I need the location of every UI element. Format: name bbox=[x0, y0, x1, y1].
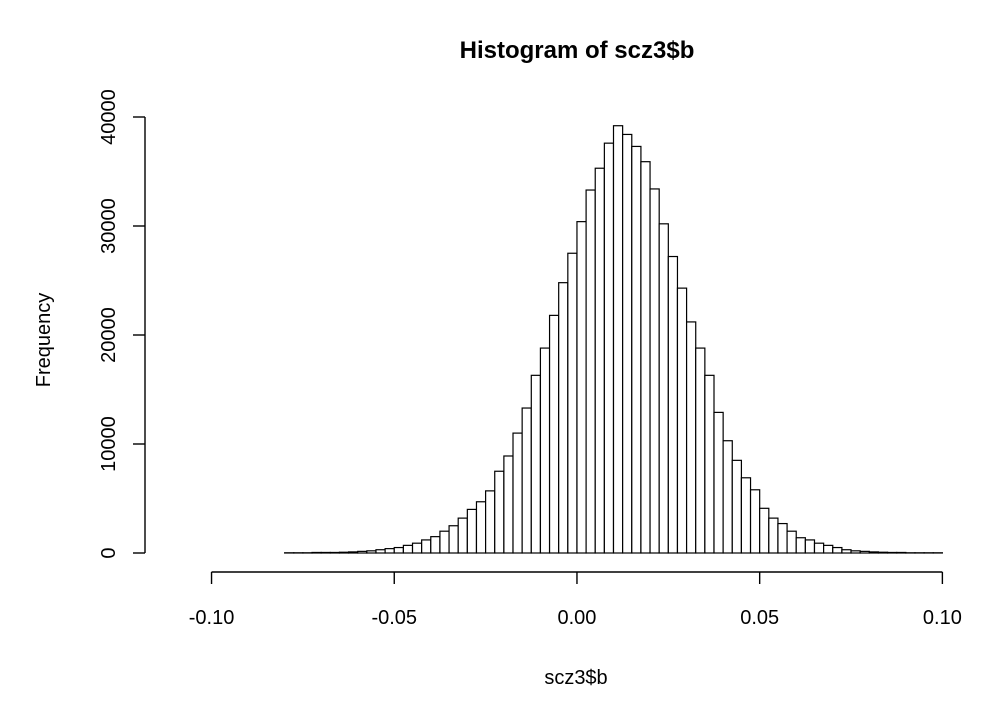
y-tick-label: 30000 bbox=[98, 198, 120, 254]
histogram-bar bbox=[338, 551, 350, 554]
y-tick-label: 10000 bbox=[98, 416, 120, 472]
x-axis-label: scz3$b bbox=[544, 667, 607, 689]
histogram-bar bbox=[311, 551, 322, 554]
histogram-bar bbox=[795, 537, 806, 554]
histogram-bar bbox=[457, 517, 468, 554]
histogram-bar bbox=[402, 544, 414, 554]
histogram-bar bbox=[320, 551, 331, 554]
histogram-bar bbox=[859, 550, 870, 554]
x-tick-label: -0.05 bbox=[371, 607, 417, 629]
histogram-bar bbox=[421, 539, 432, 554]
histogram-bar bbox=[759, 507, 770, 554]
histogram-bar bbox=[877, 551, 889, 554]
x-axis: -0.10 -0.05 0.00 0.05 0.10 bbox=[189, 571, 962, 629]
x-tick-label: 0.10 bbox=[923, 607, 962, 629]
histogram-bar bbox=[841, 549, 852, 554]
histogram-bar bbox=[640, 161, 651, 554]
histogram-bar bbox=[704, 374, 715, 554]
y-tick-label: 20000 bbox=[98, 307, 120, 363]
histogram-bar bbox=[466, 508, 478, 554]
y-axis-label: Frequency bbox=[33, 293, 55, 388]
histogram-bar bbox=[713, 411, 724, 554]
histogram-bar bbox=[594, 167, 605, 554]
histogram-bar bbox=[347, 551, 359, 554]
histogram-bar bbox=[804, 539, 816, 554]
histogram-bar bbox=[530, 374, 542, 554]
histogram-bar bbox=[749, 489, 761, 554]
histogram-bar bbox=[411, 542, 423, 554]
histogram-bar bbox=[886, 551, 898, 554]
histogram-bar bbox=[475, 501, 487, 554]
y-tick-label: 40000 bbox=[98, 89, 120, 145]
histogram-bar bbox=[786, 530, 797, 554]
x-tick-label: -0.10 bbox=[189, 607, 235, 629]
histogram-bar bbox=[777, 522, 788, 554]
histogram-bar bbox=[722, 440, 733, 554]
histogram-bar bbox=[631, 145, 642, 554]
histogram-bar bbox=[430, 536, 441, 554]
histogram-bar bbox=[813, 542, 825, 554]
histogram-bar bbox=[850, 550, 861, 554]
x-tick-label: 0.00 bbox=[557, 607, 596, 629]
histogram-bar bbox=[512, 432, 523, 554]
histogram-bar bbox=[896, 551, 907, 554]
histogram-bar bbox=[357, 550, 368, 554]
histogram-bar bbox=[585, 189, 596, 554]
histogram-bar bbox=[503, 455, 514, 554]
histogram-bar bbox=[695, 347, 706, 554]
histogram-bar bbox=[768, 517, 779, 554]
histogram-bar bbox=[485, 490, 496, 554]
y-tick-label: 0 bbox=[98, 547, 120, 558]
histogram-bar bbox=[823, 544, 834, 554]
histogram-bar bbox=[868, 551, 880, 554]
histogram-bar bbox=[384, 548, 395, 554]
histogram-bar bbox=[558, 282, 569, 554]
histogram-bar bbox=[448, 525, 459, 554]
histogram-bar bbox=[576, 221, 587, 554]
histogram-bar bbox=[439, 530, 450, 554]
histogram-bar bbox=[393, 546, 404, 554]
histogram-bar bbox=[685, 321, 697, 554]
histogram-bar bbox=[494, 470, 505, 554]
histogram-bar bbox=[676, 287, 688, 554]
histogram-bar bbox=[649, 188, 660, 554]
histogram-bar bbox=[612, 125, 624, 554]
histogram-bar bbox=[329, 551, 341, 554]
histogram-bar bbox=[539, 347, 551, 554]
histogram-bar bbox=[603, 142, 615, 554]
y-axis: 0 10000 20000 30000 40000 bbox=[98, 89, 146, 559]
histogram-bar bbox=[521, 407, 532, 554]
histogram-bar bbox=[366, 550, 377, 554]
chart-title: Histogram of scz3$b bbox=[460, 37, 695, 64]
histogram-bar bbox=[740, 477, 752, 554]
histogram-bar bbox=[622, 133, 633, 554]
histogram-bar bbox=[548, 314, 560, 554]
histogram-bar bbox=[375, 549, 386, 554]
histogram-bar bbox=[832, 546, 843, 554]
histogram-bars bbox=[284, 125, 943, 554]
histogram-bar bbox=[667, 255, 679, 554]
histogram-bar bbox=[731, 459, 743, 554]
histogram-bar bbox=[567, 252, 578, 554]
x-tick-label: 0.05 bbox=[740, 607, 779, 629]
histogram-bar bbox=[658, 223, 669, 554]
